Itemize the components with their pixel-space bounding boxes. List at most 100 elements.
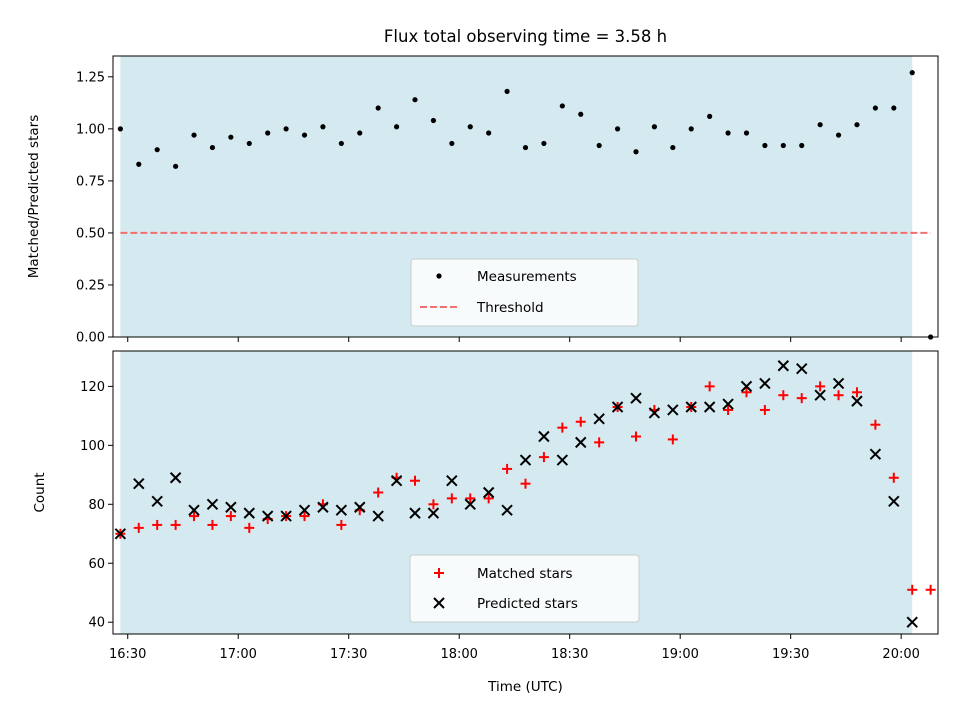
measurement-point	[265, 130, 271, 136]
predicted-star-point	[556, 454, 569, 466]
predicted-star-point	[519, 454, 532, 466]
measurement-point	[854, 122, 860, 128]
measurement-point	[780, 142, 786, 149]
cross-b	[317, 501, 329, 513]
predicted-star-point	[777, 360, 790, 372]
matched-star-point	[741, 387, 752, 398]
predicted-star-point	[464, 498, 476, 510]
cross-b	[501, 504, 513, 516]
measurement-point	[283, 126, 289, 132]
measurement-point	[799, 142, 805, 149]
predicted-star-point	[409, 507, 421, 519]
matched-star-point	[815, 381, 826, 392]
matched-star-point	[133, 522, 144, 533]
cross-b	[906, 616, 918, 628]
matched-star-point	[778, 390, 789, 401]
cross-b	[814, 389, 826, 401]
x-tick-label: 19:00	[661, 647, 698, 662]
predicted-star-point	[648, 407, 661, 419]
top-y-tick-label: 0.00	[76, 331, 105, 346]
bottom-panel: 16:30 17:00 17:30 18:00 18:30 19:00 19:30 20:00…	[32, 350, 939, 695]
cross-b	[464, 498, 476, 510]
measurement-point	[412, 97, 418, 103]
matched-star-point	[575, 416, 586, 427]
matched-star-point	[483, 493, 494, 504]
measurement-point	[191, 132, 197, 138]
top-y-axis-label: Matched/Predicted stars	[26, 115, 42, 278]
measurement-point	[357, 130, 363, 136]
predicted-star-point	[354, 501, 366, 513]
matched-star-point	[189, 511, 200, 522]
matched-star-point	[225, 511, 236, 522]
measurement-point	[743, 130, 750, 136]
matched-star-point	[428, 499, 439, 510]
cross-b	[225, 501, 237, 513]
matched-star-point	[502, 463, 513, 474]
predicted-star-point	[703, 401, 716, 413]
predicted-star-point	[722, 398, 734, 410]
measurement-point	[688, 126, 694, 132]
matched-star-point	[851, 387, 862, 398]
top-y-tick-label: 1.00	[76, 122, 105, 137]
legend-measurements-marker	[436, 273, 442, 279]
measurement-point	[246, 140, 252, 147]
matched-star-point	[833, 390, 844, 401]
measurement-point	[762, 142, 768, 149]
matched-star-point	[888, 472, 899, 483]
top-panel: 0.00 0.25 0.50 0.75 1.00 1.25 Flux total obse…	[26, 27, 939, 346]
cross-b	[759, 377, 771, 390]
measurement-point	[136, 161, 142, 167]
measurement-point	[117, 126, 123, 132]
matched-star-point	[704, 381, 715, 392]
cross-b	[188, 504, 200, 516]
legend-cross	[433, 597, 445, 609]
predicted-star-point	[851, 395, 863, 407]
predicted-star-point	[759, 377, 771, 390]
measurement-point	[449, 140, 455, 147]
cross-b	[206, 498, 219, 510]
cross-b	[335, 504, 348, 516]
measurement-point	[154, 147, 160, 153]
top-y-ticks: 0.00 0.25 0.50 0.75 1.00 1.25	[76, 70, 113, 346]
measurement-point	[467, 124, 473, 130]
cross-b	[446, 475, 458, 487]
cross-b	[888, 495, 900, 508]
matched-star-point	[244, 522, 255, 533]
cross-b	[114, 528, 127, 540]
predicted-star-point	[575, 436, 587, 449]
matched-star-point	[207, 519, 218, 530]
x-tick-label: 16:30	[109, 647, 146, 662]
cross-b	[280, 510, 292, 522]
measurement-point	[559, 103, 565, 109]
measurement-point	[817, 122, 823, 128]
predicted-star-point	[538, 430, 550, 443]
bottom-legend-box	[409, 554, 640, 623]
measurement-point	[614, 126, 621, 132]
predicted-star-point	[335, 504, 348, 516]
measurement-point	[909, 70, 915, 76]
predicted-star-point	[482, 486, 495, 499]
measurement-point	[393, 124, 400, 130]
legend-matched-marker	[434, 568, 444, 578]
chart-title: Flux total observing time = 3.58 h	[384, 27, 667, 46]
predicted-star-point	[501, 504, 513, 516]
matched-star-point	[538, 452, 549, 463]
measurement-point	[522, 144, 529, 151]
top-legend: Measurements Threshold	[410, 258, 639, 327]
bottom-y-tick-label: 80	[88, 498, 105, 513]
measurement-point	[633, 149, 639, 155]
top-y-tick-label: 0.25	[76, 278, 105, 293]
predicted-star-point	[740, 380, 753, 393]
x-tick-label: 17:30	[330, 647, 367, 662]
cross-b	[685, 401, 697, 413]
cross-b	[722, 398, 734, 410]
bottom-y-tick-label: 120	[80, 380, 105, 395]
measurement-point	[541, 140, 547, 147]
matched-star-point	[759, 404, 770, 415]
top-y-tick-label: 1.25	[76, 70, 105, 85]
predicted-star-point	[630, 392, 642, 404]
cross-b	[648, 407, 661, 419]
bottom-y-axis-label: Count	[32, 472, 48, 512]
legend-matched-label: Matched stars	[477, 566, 573, 582]
